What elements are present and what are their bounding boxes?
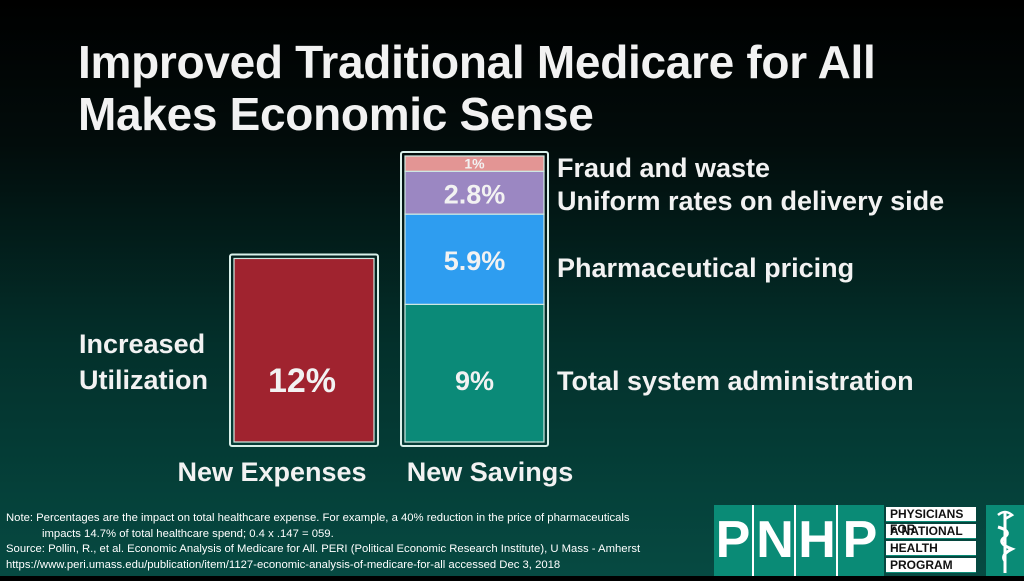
note-line-1: Note: Percentages are the impact on tota… xyxy=(6,512,630,524)
logo-words: PHYSICIANS FOR A NATIONAL HEALTH PROGRAM xyxy=(886,507,986,574)
side-label-fraud-and-waste: Fraud and waste xyxy=(557,153,770,183)
category-label-new-savings: New Savings xyxy=(407,457,574,487)
value-label-fraud-and-waste: 1% xyxy=(464,156,485,172)
side-label-total-system-administration: Total system administration xyxy=(557,366,914,396)
side-label-increased-utilization: Increased xyxy=(79,329,205,359)
footnote: Note: Percentages are the impact on tota… xyxy=(6,511,706,573)
bar-segment-uniform-rates-on-delivery-side xyxy=(404,170,545,215)
category-label-new-expenses: New Expenses xyxy=(177,457,366,487)
note-line-2: impacts 14.7% of total healthcare spend;… xyxy=(42,527,334,540)
source-line: Source: Pollin, R., et al. Economic Anal… xyxy=(6,543,641,556)
source-url: https://www.peri.umass.edu/publication/i… xyxy=(6,558,561,571)
side-label-uniform-rates-on-delivery-side: Uniform rates on delivery side xyxy=(557,186,944,216)
value-label-increased-utilization: 12% xyxy=(268,362,336,400)
bar-segment-increased-utilization xyxy=(233,257,375,443)
logo-word: A NATIONAL xyxy=(886,524,976,539)
side-label-increased-utilization: Utilization xyxy=(79,365,208,395)
expenses-bar-frame xyxy=(229,253,379,447)
value-label-pharmaceutical-pricing: 5.9% xyxy=(444,246,506,276)
savings-bar-frame xyxy=(400,151,549,447)
logo-letter: N xyxy=(756,505,796,576)
pnhp-logo: P N H P PHYSICIANS FOR A NATIONAL HEALTH… xyxy=(714,505,1024,576)
side-label-pharmaceutical-pricing: Pharmaceutical pricing xyxy=(557,253,854,283)
slide-title: Improved Traditional Medicare for All Ma… xyxy=(78,36,978,140)
bar-segment-fraud-and-waste xyxy=(404,155,545,172)
logo-word: HEALTH xyxy=(886,541,976,556)
bar-segment-pharmaceutical-pricing xyxy=(404,213,545,305)
logo-letter: P xyxy=(714,505,754,576)
stacked-bar-chart: 12% Increased Utilization 9% Total system ad… xyxy=(79,151,944,487)
value-label-uniform-rates-on-delivery-side: 2.8% xyxy=(444,180,506,210)
caduceus-icon xyxy=(986,505,1024,576)
value-label-total-system-administration: 9% xyxy=(455,366,494,396)
logo-letter: P xyxy=(842,511,878,569)
logo-letter: H xyxy=(798,505,838,576)
title-line-1: Improved Traditional Medicare for All xyxy=(78,36,876,88)
logo-letters: P N H P xyxy=(714,505,884,576)
title-line-2: Makes Economic Sense xyxy=(78,88,594,140)
logo-word: PHYSICIANS FOR xyxy=(886,507,976,536)
logo-word: PROGRAM xyxy=(886,558,976,573)
